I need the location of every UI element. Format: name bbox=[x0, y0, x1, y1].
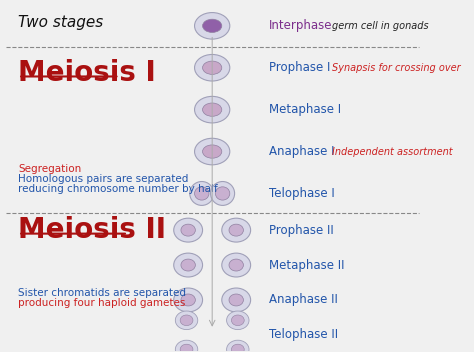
Ellipse shape bbox=[202, 61, 222, 74]
Ellipse shape bbox=[180, 344, 193, 352]
Text: Synapsis for crossing over: Synapsis for crossing over bbox=[332, 63, 461, 73]
Ellipse shape bbox=[222, 253, 251, 277]
Text: Sister chromatids are separated: Sister chromatids are separated bbox=[18, 288, 186, 298]
Text: Prophase II: Prophase II bbox=[269, 224, 334, 237]
Ellipse shape bbox=[229, 294, 244, 306]
Text: Independent assortment: Independent assortment bbox=[332, 146, 453, 157]
Ellipse shape bbox=[229, 224, 244, 236]
Ellipse shape bbox=[175, 340, 198, 352]
Ellipse shape bbox=[194, 13, 230, 39]
Ellipse shape bbox=[210, 182, 235, 206]
Ellipse shape bbox=[181, 224, 195, 236]
Ellipse shape bbox=[194, 187, 209, 200]
Ellipse shape bbox=[227, 340, 249, 352]
Text: Anaphase I: Anaphase I bbox=[269, 145, 335, 158]
Ellipse shape bbox=[194, 138, 230, 165]
Text: Two stages: Two stages bbox=[18, 15, 103, 30]
Text: producing four haploid gametes: producing four haploid gametes bbox=[18, 298, 186, 308]
Ellipse shape bbox=[215, 187, 230, 200]
Ellipse shape bbox=[175, 311, 198, 329]
Text: Telophase I: Telophase I bbox=[269, 187, 335, 200]
Text: Homologous pairs are separated: Homologous pairs are separated bbox=[18, 174, 189, 184]
Ellipse shape bbox=[222, 218, 251, 242]
Ellipse shape bbox=[190, 182, 214, 206]
Ellipse shape bbox=[194, 96, 230, 123]
Ellipse shape bbox=[202, 103, 222, 116]
Text: Meiosis II: Meiosis II bbox=[18, 216, 166, 244]
Ellipse shape bbox=[229, 259, 244, 271]
Ellipse shape bbox=[231, 315, 244, 326]
Text: Anaphase II: Anaphase II bbox=[269, 294, 338, 307]
Text: Metaphase I: Metaphase I bbox=[269, 103, 341, 116]
Text: Segregation: Segregation bbox=[18, 164, 82, 174]
Ellipse shape bbox=[227, 311, 249, 329]
Ellipse shape bbox=[222, 288, 251, 312]
Ellipse shape bbox=[181, 259, 195, 271]
Ellipse shape bbox=[194, 55, 230, 81]
Text: reducing chromosome number by half: reducing chromosome number by half bbox=[18, 184, 218, 194]
Ellipse shape bbox=[174, 288, 202, 312]
Text: Metaphase II: Metaphase II bbox=[269, 259, 345, 271]
Ellipse shape bbox=[174, 253, 202, 277]
Text: Prophase I: Prophase I bbox=[269, 61, 330, 74]
Text: Telophase II: Telophase II bbox=[269, 328, 338, 341]
Ellipse shape bbox=[174, 218, 202, 242]
Text: germ cell in gonads: germ cell in gonads bbox=[332, 21, 429, 31]
Ellipse shape bbox=[181, 294, 195, 306]
Text: Interphase: Interphase bbox=[269, 19, 333, 32]
Ellipse shape bbox=[202, 19, 222, 32]
Ellipse shape bbox=[202, 145, 222, 158]
Text: Meiosis I: Meiosis I bbox=[18, 59, 156, 87]
Ellipse shape bbox=[180, 315, 193, 326]
Ellipse shape bbox=[231, 344, 244, 352]
